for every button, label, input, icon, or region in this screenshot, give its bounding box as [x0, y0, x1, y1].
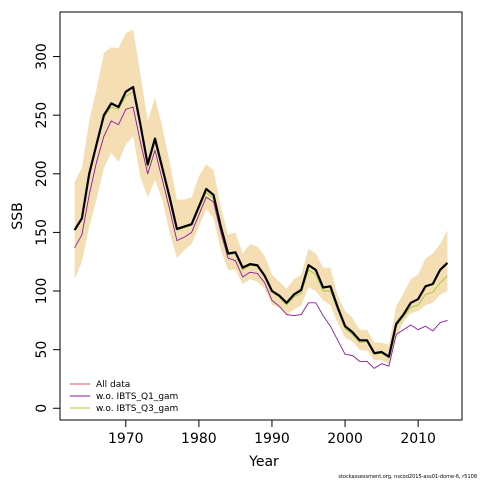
x-tick-label: 2000	[327, 431, 363, 447]
y-tick-label: 150	[34, 219, 50, 246]
legend: All data w.o. IBTS_Q1_gam w.o. IBTS_Q3_gam	[70, 380, 178, 414]
x-tick-label: 1980	[181, 431, 217, 447]
x-tick-label: 1990	[254, 431, 290, 447]
x-axis-title: Year	[248, 454, 279, 470]
x-axis: 1970 1980 1990 2000 2010	[108, 419, 436, 447]
footer-credit: stockassessment.org, nscod2015-ass01-dom…	[338, 474, 477, 480]
y-axis-title: SSB	[10, 202, 26, 229]
x-tick-label: 2010	[400, 431, 436, 447]
confidence-band	[74, 29, 448, 364]
y-tick-label: 200	[34, 160, 50, 187]
legend-label: w.o. IBTS_Q3_gam	[96, 404, 178, 414]
x-tick-label: 1970	[108, 431, 144, 447]
series-line-estimate	[73, 85, 449, 358]
legend-label: w.o. IBTS_Q1_gam	[96, 392, 178, 402]
confidence-band-layer	[74, 29, 448, 364]
y-axis: 0 50 100 150 200 250 300	[34, 43, 61, 413]
series-layer	[73, 85, 449, 369]
y-tick-label: 300	[34, 43, 50, 70]
y-tick-label: 250	[34, 102, 50, 129]
y-tick-label: 0	[34, 404, 50, 413]
series-line-2	[74, 106, 448, 369]
y-tick-label: 50	[34, 341, 50, 359]
legend-label: All data	[96, 380, 130, 390]
y-tick-label: 100	[34, 278, 50, 305]
